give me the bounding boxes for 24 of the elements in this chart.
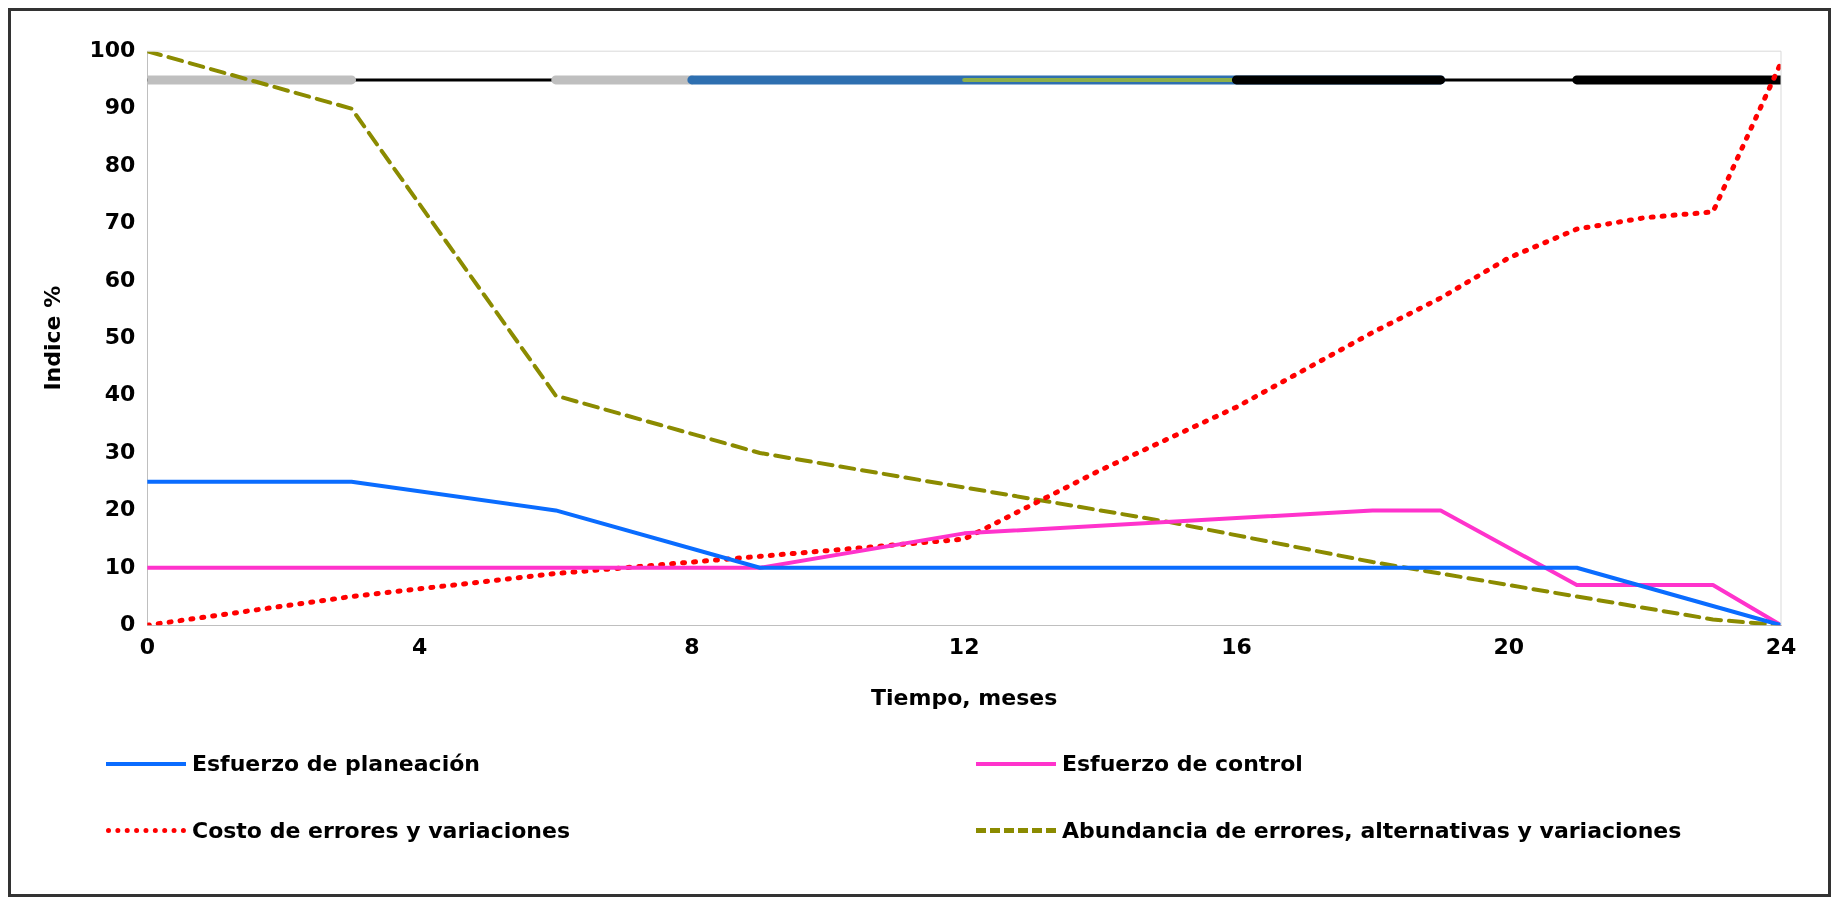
y-tick-label: 0: [120, 610, 136, 636]
y-tick-label: 30: [104, 438, 136, 464]
legend-label: Abundancia de errores, alternativas y variaciones: [1062, 818, 1682, 843]
x-tick-label: 24: [1765, 634, 1797, 660]
y-tick-label: 70: [104, 209, 136, 235]
y-tick-label: 10: [104, 553, 136, 579]
x-tick-label: 4: [411, 634, 428, 660]
x-tick-label: 0: [139, 634, 155, 660]
x-tick-label: 8: [684, 634, 700, 660]
x-tick-label: 20: [1493, 634, 1525, 660]
y-tick-label: 60: [104, 266, 136, 292]
y-tick-label: 50: [104, 323, 136, 349]
y-tick-label: 100: [89, 36, 136, 62]
y-tick-label: 90: [104, 94, 136, 120]
legend-label: Esfuerzo de planeación: [192, 751, 480, 776]
y-tick-label: 20: [104, 496, 136, 522]
x-tick-label: 12: [948, 634, 980, 660]
y-tick-label: 40: [104, 381, 136, 407]
legend-label: Esfuerzo de control: [1062, 751, 1303, 776]
y-axis-title: Indice %: [39, 285, 65, 391]
x-axis-title: Tiempo, meses: [871, 684, 1058, 710]
y-tick-label: 80: [104, 151, 136, 177]
legend-label: Costo de errores y variaciones: [192, 818, 571, 843]
x-tick-label: 16: [1221, 634, 1252, 660]
